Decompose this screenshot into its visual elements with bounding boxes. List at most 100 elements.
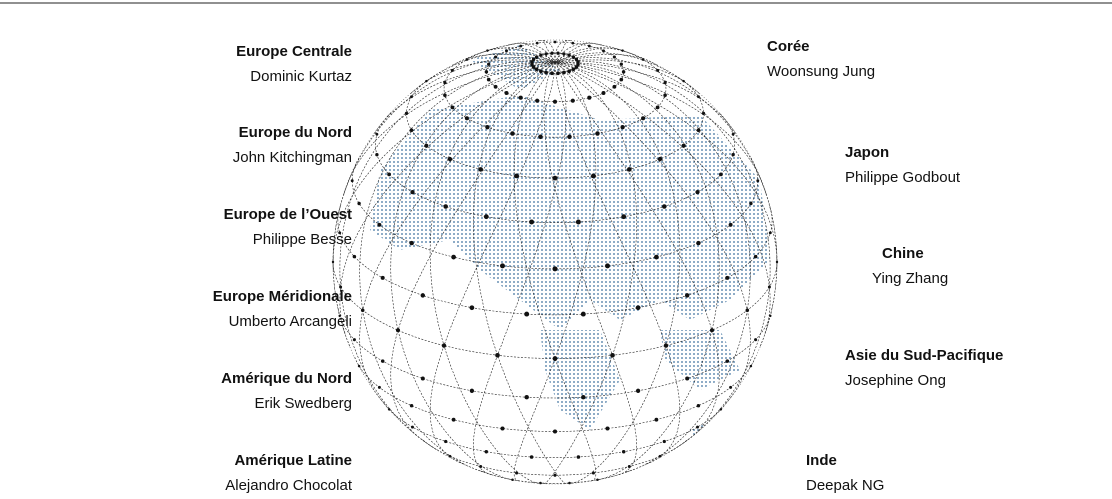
grid-node (749, 364, 753, 368)
grid-node (591, 471, 595, 475)
grid-line (443, 43, 667, 138)
grid-line (429, 62, 556, 465)
grid-node (486, 49, 489, 52)
grid-line (554, 61, 720, 481)
grid-node (767, 285, 771, 289)
grid-node (511, 478, 514, 481)
grid-line (554, 59, 692, 87)
grid-node (514, 173, 519, 179)
grid-node (352, 338, 356, 342)
grid-node (749, 201, 753, 206)
grid-node (553, 473, 557, 477)
grid-line (473, 61, 567, 485)
grid-node (754, 338, 758, 342)
grid-line (339, 60, 556, 450)
grid-node (662, 204, 667, 209)
grid-node (696, 425, 699, 429)
grid-node (500, 263, 505, 269)
grid-node (581, 394, 586, 400)
grid-line (429, 61, 556, 484)
grid-node (684, 293, 690, 298)
grid-node (605, 426, 610, 431)
grid-node (602, 49, 605, 53)
grid-node (682, 79, 685, 83)
grid-node (728, 222, 733, 227)
grid-node (567, 134, 572, 140)
grid-node (360, 308, 365, 313)
grid-node (410, 189, 415, 195)
grid-node (568, 481, 571, 485)
grid-node (612, 55, 616, 59)
contact-name: Philippe Besse (253, 231, 352, 248)
grid-line (543, 40, 556, 63)
grid-node (627, 167, 632, 172)
grid-node (519, 44, 523, 48)
grid-line (359, 61, 556, 473)
grid-node (451, 254, 456, 260)
grid-line (351, 157, 759, 270)
grid-node (627, 465, 631, 468)
region-title: Europe Méridionale (213, 288, 352, 305)
grid-node (571, 41, 575, 45)
grid-node (479, 465, 483, 468)
grid-node (529, 455, 534, 459)
grid-line (554, 61, 778, 271)
grid-node (424, 143, 429, 148)
grid-line (554, 61, 751, 473)
grid-node (465, 58, 469, 61)
grid-node (409, 240, 414, 246)
grid-node (567, 53, 571, 57)
grid-node (697, 95, 700, 99)
grid-node (567, 69, 571, 74)
grid-node (420, 293, 426, 298)
grid-line (554, 52, 700, 94)
grid-node (701, 111, 706, 116)
grid-node (357, 364, 361, 368)
grid-node (380, 275, 385, 280)
grid-node (696, 403, 701, 408)
contact-name: Philippe Godbout (845, 169, 961, 186)
grid-node (338, 314, 341, 318)
grid-node (641, 116, 646, 121)
grid-node (619, 62, 623, 66)
grid-node (484, 70, 489, 74)
grid-line (332, 61, 556, 271)
grid-node (441, 343, 447, 348)
grid-line (410, 52, 556, 94)
region-title: Amérique Latine (234, 452, 352, 469)
grid-line (390, 61, 556, 443)
grid-node (331, 260, 335, 264)
grid-node (484, 449, 489, 454)
grid-node (656, 68, 660, 72)
grid-node (495, 352, 500, 358)
region-title: Japon (845, 144, 889, 161)
grid-node (469, 305, 475, 311)
grid-line (473, 61, 567, 475)
grid-node (409, 128, 414, 133)
grid-node (539, 53, 543, 57)
grid-node (769, 314, 772, 318)
grid-node (338, 231, 342, 235)
grid-line (390, 61, 556, 481)
grid-line (422, 439, 688, 476)
grid-node (655, 105, 660, 110)
region-title: Europe du Nord (239, 124, 352, 141)
grid-node (605, 263, 610, 269)
grid-node (505, 49, 508, 53)
grid-node (487, 62, 491, 66)
grid-node (591, 173, 596, 179)
grid-node (531, 65, 536, 69)
contact-name: Josephine Ong (845, 372, 946, 389)
grid-node (524, 311, 530, 317)
grid-node (469, 388, 475, 393)
region-title: Europe de l’Ouest (224, 206, 352, 223)
grid-node (571, 67, 576, 72)
grid-node (556, 71, 560, 76)
grid-node (535, 98, 540, 103)
grid-node (601, 91, 606, 95)
grid-node (621, 49, 624, 52)
grid-node (529, 219, 535, 225)
grid-node (411, 425, 414, 429)
grid-node (731, 153, 735, 157)
grid-node (544, 52, 548, 56)
